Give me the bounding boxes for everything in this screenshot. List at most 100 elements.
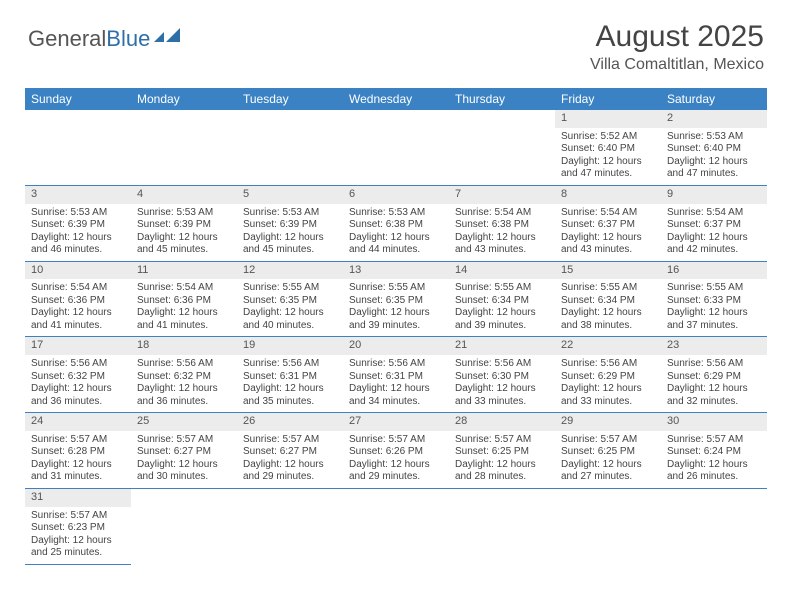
month-title: August 2025 [590,20,764,54]
sunset-line: Sunset: 6:24 PM [667,446,761,459]
sunset-line: Sunset: 6:31 PM [243,371,337,384]
sunset-line: Sunset: 6:35 PM [349,295,443,308]
day-number: 16 [661,261,767,279]
daylight-line-2: and 36 minutes. [31,396,125,409]
week-row: Sunrise: 5:56 AMSunset: 6:32 PMDaylight:… [25,355,767,413]
day-cell: Sunrise: 5:57 AMSunset: 6:23 PMDaylight:… [25,507,131,565]
day-cell: Sunrise: 5:54 AMSunset: 6:37 PMDaylight:… [555,204,661,262]
day-cell: Sunrise: 5:55 AMSunset: 6:34 PMDaylight:… [555,279,661,337]
sunset-line: Sunset: 6:29 PM [667,371,761,384]
empty-cell [343,507,449,565]
sunset-line: Sunset: 6:37 PM [667,219,761,232]
daylight-line-2: and 32 minutes. [667,396,761,409]
day-number: 8 [555,185,661,203]
day-cell: Sunrise: 5:56 AMSunset: 6:31 PMDaylight:… [237,355,343,413]
logo-text-1: General [28,26,106,52]
daylight-line-1: Daylight: 12 hours [349,459,443,472]
sunset-line: Sunset: 6:27 PM [137,446,231,459]
sunset-line: Sunset: 6:23 PM [31,522,125,535]
daylight-line-2: and 37 minutes. [667,320,761,333]
day-cell: Sunrise: 5:57 AMSunset: 6:27 PMDaylight:… [131,431,237,489]
empty-cell [131,110,237,128]
day-number: 7 [449,185,555,203]
daynum-row: 3456789 [25,185,767,203]
sunset-line: Sunset: 6:28 PM [31,446,125,459]
sunrise-line: Sunrise: 5:55 AM [561,282,655,295]
day-number: 30 [661,413,767,431]
sunset-line: Sunset: 6:25 PM [561,446,655,459]
day-number: 12 [237,261,343,279]
daylight-line-2: and 34 minutes. [349,396,443,409]
daylight-line-2: and 42 minutes. [667,244,761,257]
daylight-line-1: Daylight: 12 hours [349,232,443,245]
daylight-line-2: and 38 minutes. [561,320,655,333]
daylight-line-1: Daylight: 12 hours [455,232,549,245]
daylight-line-1: Daylight: 12 hours [349,307,443,320]
day-cell: Sunrise: 5:57 AMSunset: 6:28 PMDaylight:… [25,431,131,489]
empty-cell [237,128,343,186]
sunrise-line: Sunrise: 5:57 AM [561,434,655,447]
daylight-line-1: Daylight: 12 hours [667,232,761,245]
sunset-line: Sunset: 6:36 PM [137,295,231,308]
empty-cell [555,488,661,506]
sunrise-line: Sunrise: 5:57 AM [137,434,231,447]
week-row: Sunrise: 5:57 AMSunset: 6:28 PMDaylight:… [25,431,767,489]
sunrise-line: Sunrise: 5:57 AM [31,434,125,447]
daylight-line-1: Daylight: 12 hours [667,156,761,169]
day-number: 17 [25,337,131,355]
week-row: Sunrise: 5:57 AMSunset: 6:23 PMDaylight:… [25,507,767,565]
daylight-line-1: Daylight: 12 hours [137,383,231,396]
sunrise-line: Sunrise: 5:56 AM [561,358,655,371]
day-number: 11 [131,261,237,279]
daylight-line-1: Daylight: 12 hours [137,232,231,245]
sunrise-line: Sunrise: 5:56 AM [667,358,761,371]
day-cell: Sunrise: 5:56 AMSunset: 6:32 PMDaylight:… [131,355,237,413]
daylight-line-1: Daylight: 12 hours [31,232,125,245]
sunset-line: Sunset: 6:36 PM [31,295,125,308]
daylight-line-2: and 45 minutes. [243,244,337,257]
weekday-header: Sunday [25,88,131,110]
sunrise-line: Sunrise: 5:56 AM [349,358,443,371]
empty-cell [237,110,343,128]
daylight-line-1: Daylight: 12 hours [455,383,549,396]
day-number: 25 [131,413,237,431]
daylight-line-1: Daylight: 12 hours [243,232,337,245]
logo: GeneralBlue [28,20,182,52]
sunrise-line: Sunrise: 5:53 AM [137,207,231,220]
day-cell: Sunrise: 5:57 AMSunset: 6:27 PMDaylight:… [237,431,343,489]
page-header: GeneralBlue August 2025 Villa Comaltitla… [0,0,792,82]
daylight-line-1: Daylight: 12 hours [137,307,231,320]
day-cell: Sunrise: 5:53 AMSunset: 6:39 PMDaylight:… [25,204,131,262]
day-number: 27 [343,413,449,431]
day-number: 10 [25,261,131,279]
daylight-line-2: and 29 minutes. [349,471,443,484]
daylight-line-2: and 26 minutes. [667,471,761,484]
day-cell: Sunrise: 5:53 AMSunset: 6:38 PMDaylight:… [343,204,449,262]
daylight-line-2: and 39 minutes. [349,320,443,333]
logo-text-2: Blue [106,26,150,52]
day-number: 20 [343,337,449,355]
day-number: 13 [343,261,449,279]
sunrise-line: Sunrise: 5:52 AM [561,131,655,144]
daylight-line-2: and 43 minutes. [561,244,655,257]
day-cell: Sunrise: 5:53 AMSunset: 6:40 PMDaylight:… [661,128,767,186]
sunset-line: Sunset: 6:26 PM [349,446,443,459]
empty-cell [661,488,767,506]
daylight-line-1: Daylight: 12 hours [243,383,337,396]
sunrise-line: Sunrise: 5:53 AM [31,207,125,220]
daylight-line-1: Daylight: 12 hours [561,156,655,169]
daylight-line-1: Daylight: 12 hours [243,459,337,472]
daylight-line-1: Daylight: 12 hours [137,459,231,472]
daylight-line-2: and 29 minutes. [243,471,337,484]
empty-cell [25,110,131,128]
daylight-line-1: Daylight: 12 hours [667,383,761,396]
sunset-line: Sunset: 6:29 PM [561,371,655,384]
sunset-line: Sunset: 6:34 PM [561,295,655,308]
sunrise-line: Sunrise: 5:54 AM [137,282,231,295]
daylight-line-2: and 46 minutes. [31,244,125,257]
day-cell: Sunrise: 5:57 AMSunset: 6:26 PMDaylight:… [343,431,449,489]
sunset-line: Sunset: 6:39 PM [31,219,125,232]
empty-cell [343,110,449,128]
daynum-row: 24252627282930 [25,413,767,431]
sunset-line: Sunset: 6:27 PM [243,446,337,459]
